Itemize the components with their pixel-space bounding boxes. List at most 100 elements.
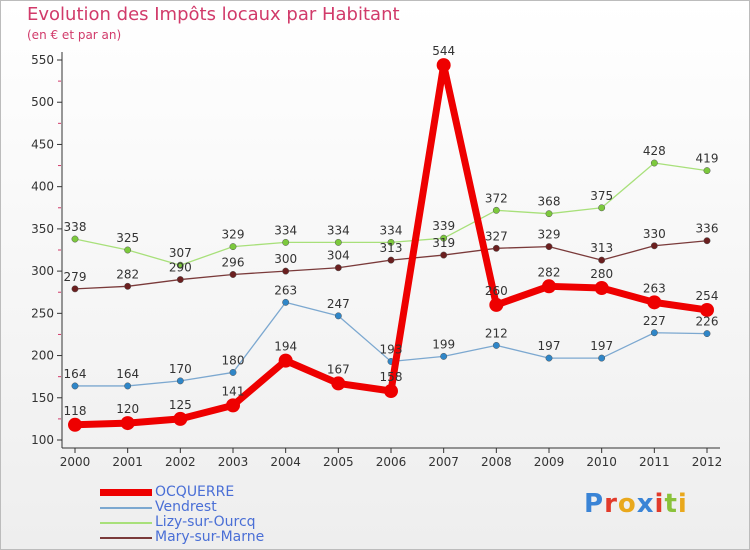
data-point (703, 167, 711, 175)
data-label: 280 (590, 267, 613, 281)
data-point (440, 251, 448, 259)
x-tick-label: 2009 (534, 455, 565, 469)
data-label: 334 (274, 223, 297, 237)
logo-letter: i (677, 489, 688, 519)
data-label: 330 (643, 227, 666, 241)
data-point (598, 204, 606, 212)
data-label: 279 (64, 270, 87, 284)
data-point (282, 238, 290, 246)
data-label: 193 (380, 342, 403, 356)
data-label: 419 (696, 152, 719, 166)
data-label: 226 (696, 315, 719, 329)
x-tick-label: 2005 (323, 455, 354, 469)
data-point (229, 271, 237, 278)
data-point (124, 282, 132, 290)
data-point (436, 58, 451, 73)
y-tick-label: 500 (31, 95, 54, 109)
x-tick-label: 2003 (218, 455, 249, 469)
data-label: 263 (274, 283, 297, 297)
data-label: 296 (222, 255, 245, 269)
y-tick-label: 150 (31, 391, 54, 405)
data-point (71, 285, 79, 293)
data-label: 290 (169, 261, 192, 275)
data-point (124, 246, 132, 254)
data-label: 372 (485, 191, 508, 205)
data-label: 164 (64, 367, 87, 381)
data-label: 164 (116, 367, 139, 381)
x-tick-label: 2007 (428, 455, 459, 469)
data-label: 375 (590, 189, 613, 203)
legend-swatch (100, 536, 152, 539)
data-point (334, 238, 342, 246)
data-point (440, 352, 448, 360)
data-point (384, 384, 398, 399)
legend-item: Mary-sur-Marne (100, 530, 264, 545)
data-point (71, 382, 79, 390)
data-point (282, 267, 290, 275)
legend-swatch (100, 489, 152, 496)
y-tick-label: 550 (31, 53, 54, 67)
logo-letter: t (664, 489, 678, 519)
data-label: 319 (432, 236, 455, 250)
legend-label: Vendrest (155, 499, 217, 515)
data-label: 180 (222, 353, 245, 367)
data-label: 544 (432, 44, 455, 58)
data-label: 118 (64, 404, 87, 418)
data-point (650, 159, 658, 167)
data-label: 212 (485, 326, 508, 340)
data-point (492, 341, 500, 349)
data-point (226, 398, 240, 413)
x-tick-label: 2006 (376, 455, 407, 469)
data-label: 158 (380, 370, 403, 384)
data-point (492, 206, 500, 214)
data-point (650, 329, 658, 337)
logo-letter: r (604, 489, 618, 519)
data-label: 300 (274, 252, 297, 266)
y-tick-label: 200 (31, 349, 54, 363)
data-label: 304 (327, 249, 350, 263)
data-label: 170 (169, 362, 192, 376)
legend-item: Vendrest (100, 500, 264, 515)
data-point (703, 330, 711, 338)
data-point (229, 243, 237, 251)
data-point (278, 353, 293, 368)
data-point (647, 295, 662, 310)
data-point (598, 354, 606, 362)
data-label: 197 (590, 339, 613, 353)
y-tick-label: 250 (31, 306, 54, 320)
data-point (545, 210, 553, 218)
data-label: 194 (274, 340, 297, 354)
data-label: 282 (538, 265, 561, 279)
data-label: 336 (696, 222, 719, 236)
data-label: 329 (222, 228, 245, 242)
data-label: 125 (169, 398, 192, 412)
data-label: 307 (169, 246, 192, 260)
x-tick-label: 2012 (692, 455, 723, 469)
data-point (176, 261, 184, 269)
data-label: 334 (380, 223, 403, 237)
data-label: 120 (116, 402, 139, 416)
legend-label: Lizy-sur-Ourcq (155, 514, 256, 530)
data-point (334, 264, 342, 272)
legend-label: Mary-sur-Marne (155, 529, 265, 545)
legend-label: OCQUERRE (155, 484, 235, 500)
y-tick-label: 400 (31, 180, 54, 194)
data-point (124, 382, 132, 390)
data-point (542, 279, 556, 294)
data-label: 247 (327, 297, 350, 311)
legend: OCQUERRE Vendrest Lizy-sur-Ourcq Mary-sur-M… (100, 485, 264, 545)
data-point (594, 281, 609, 295)
data-point (229, 368, 237, 376)
data-point (650, 242, 658, 250)
data-point (700, 302, 714, 317)
x-tick-label: 2002 (165, 455, 196, 469)
data-point (120, 416, 135, 431)
legend-item: Lizy-sur-Ourcq (100, 515, 264, 530)
chart-subtitle: (en € et par an) (27, 28, 122, 42)
x-tick-label: 2010 (586, 455, 617, 469)
logo-letter: i (654, 489, 665, 519)
data-point (334, 312, 342, 320)
data-label: 334 (327, 223, 350, 237)
